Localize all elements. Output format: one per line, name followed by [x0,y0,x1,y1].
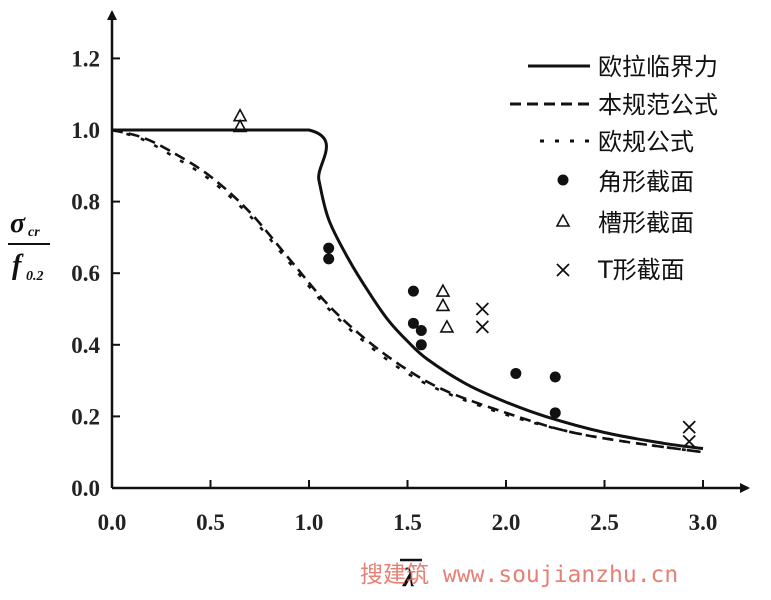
legend-marker-circle [557,174,569,186]
legend: 欧拉临界力 本规范公式 欧规公式 角形截面 槽形截面 T形截面 [510,53,718,284]
y-tick-label: 0.4 [71,333,100,358]
watermark: 搜建筑 www.soujianzhu.cn [360,562,678,588]
legend-label-angle: 角形截面 [598,168,694,196]
y-label-numerator-sub: cr [28,225,40,240]
x-tick-label: 2.5 [590,510,619,535]
point-angle-section [323,253,335,265]
y-label-denominator-sub: 0.2 [26,269,44,284]
point-angle-section [415,324,427,336]
point-tee-section [475,320,489,334]
data-points [232,108,696,449]
legend-item-code-formula: 本规范公式 [510,91,718,119]
y-tick-label: 0.2 [71,404,100,429]
y-ticks: 0.0 0.2 0.4 0.6 0.8 1.0 1.2 [71,46,120,501]
y-tick-label: 1.2 [71,46,100,71]
legend-label-code-formula: 本规范公式 [598,91,718,119]
y-tick-label: 1.0 [71,118,100,143]
x-tick-label: 0.0 [98,510,127,535]
y-tick-label: 0.8 [71,190,100,215]
legend-marker-triangle [555,213,571,227]
y-tick-label: 0.0 [71,476,100,501]
legend-item-angle: 角形截面 [557,168,694,196]
y-axis-label: σ cr f 0.2 [8,208,50,284]
point-angle-section [407,317,419,329]
point-angle-section [549,371,561,383]
point-angle-section [549,407,561,419]
point-channel-section [439,319,455,333]
legend-item-channel: 槽形截面 [555,209,694,237]
x-tick-label: 3.0 [689,510,718,535]
point-angle-section [415,339,427,351]
point-angle-section [323,242,335,254]
curve-euler [112,128,704,451]
legend-label-eurocode: 欧规公式 [598,128,694,156]
legend-item-tee: T形截面 [556,256,685,284]
legend-label-tee: T形截面 [597,256,685,284]
x-tick-label: 1.5 [393,510,422,535]
legend-item-euler: 欧拉临界力 [528,53,718,81]
legend-marker-cross [556,263,570,277]
point-tee-section [475,302,489,316]
x-tick-label: 2.0 [492,510,521,535]
curve-eurocode [111,128,704,454]
y-tick-label: 0.6 [71,261,100,286]
point-channel-section [435,283,451,297]
x-label-lambda: λ [402,563,415,592]
legend-item-eurocode: 欧规公式 [540,128,694,156]
x-tick-label: 1.0 [295,510,324,535]
legend-label-channel: 槽形截面 [598,209,694,237]
curve-code-formula [111,128,704,454]
x-axis-label: λ [400,558,422,592]
point-tee-section [682,420,696,434]
x-tick-label: 0.5 [196,510,225,535]
y-label-numerator: σ [10,208,26,239]
point-angle-section [407,285,419,297]
point-channel-section [435,297,451,312]
point-channel-section [232,118,248,133]
y-label-denominator: f [12,250,24,281]
point-angle-section [510,367,522,379]
point-tee-section [682,434,696,449]
x-ticks: 0.0 0.5 1.0 1.5 2.0 2.5 3.0 [98,480,718,535]
curves [111,128,704,454]
legend-label-euler: 欧拉临界力 [598,53,718,81]
